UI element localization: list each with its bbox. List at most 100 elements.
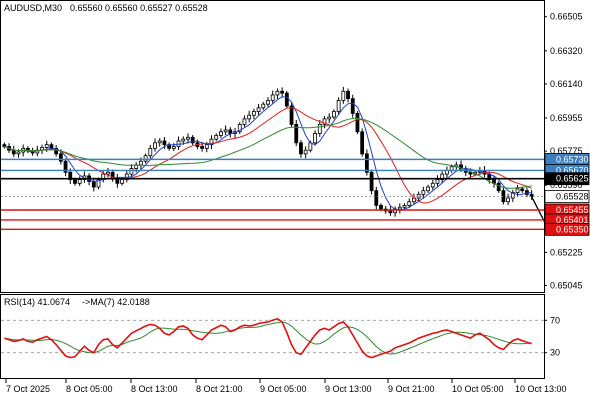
price-panel-frame bbox=[0, 0, 545, 293]
candle-body-65 bbox=[308, 142, 313, 151]
price-axis: 0.66505 0.66320 0.66140 0.65955 0.65775 0.655… bbox=[544, 12, 583, 290]
candle-body-85 bbox=[402, 205, 407, 208]
candle-body-36 bbox=[171, 146, 176, 149]
candle-body-29 bbox=[138, 160, 143, 166]
price-tick-label-0: 0.66505 bbox=[550, 12, 583, 22]
price-tick-label-3: 0.65955 bbox=[550, 113, 583, 123]
candle-body-60 bbox=[284, 92, 289, 107]
candle-body-62 bbox=[294, 124, 299, 144]
candle-body-84 bbox=[397, 206, 402, 210]
candle-body-53 bbox=[251, 111, 256, 116]
rsi-series: 70 30 bbox=[1, 315, 560, 359]
candle-body-78 bbox=[369, 171, 374, 192]
price-series bbox=[2, 86, 551, 233]
candle-body-79 bbox=[374, 190, 379, 206]
candle-body-107 bbox=[506, 197, 511, 203]
time-tick-label-0: 7 Oct 2025 bbox=[6, 384, 50, 394]
candle-body-90 bbox=[426, 186, 430, 192]
time-tick-label-5: 9 Oct 13:00 bbox=[325, 384, 372, 394]
rsi-line bbox=[4, 317, 532, 359]
price-tick-label-4: 0.65775 bbox=[550, 146, 583, 156]
price-tag-box-6 bbox=[544, 222, 590, 236]
rsi-label: RSI(14) 41.0674 bbox=[4, 297, 70, 307]
ma-fast-line bbox=[4, 96, 532, 211]
price-tick-label-2: 0.66140 bbox=[550, 79, 583, 89]
candle-body-19 bbox=[91, 181, 96, 188]
candle-body-70 bbox=[332, 111, 336, 118]
candle-body-45 bbox=[214, 135, 219, 140]
candle-body-105 bbox=[496, 182, 501, 192]
candle-body-3 bbox=[16, 151, 21, 155]
time-axis: 7 Oct 2025 8 Oct 05:00 8 Oct 13:00 8 Oct 21… bbox=[5, 379, 567, 394]
rsi-panel-frame bbox=[0, 294, 545, 379]
candle-body-50 bbox=[237, 124, 242, 133]
candle-body-32 bbox=[153, 142, 157, 149]
candle-body-0 bbox=[2, 144, 7, 147]
candle-body-22 bbox=[106, 171, 110, 175]
horizontal-levels bbox=[1, 158, 544, 231]
candle-body-69 bbox=[327, 116, 332, 120]
price-tick-label-7: 0.65045 bbox=[550, 280, 583, 290]
candle-body-9 bbox=[44, 144, 49, 148]
time-tick-label-3: 8 Oct 21:00 bbox=[196, 384, 243, 394]
candle-body-39 bbox=[186, 136, 190, 140]
candle-body-20 bbox=[96, 179, 101, 188]
candle-body-108 bbox=[510, 192, 515, 199]
price-tick-label-6: 0.65225 bbox=[550, 247, 583, 257]
candle-body-89 bbox=[421, 190, 426, 195]
candle-body-91 bbox=[430, 182, 435, 188]
candle-body-27 bbox=[129, 168, 134, 175]
price-tag-box-3 bbox=[544, 190, 590, 203]
candle-body-34 bbox=[162, 140, 167, 146]
candle-body-31 bbox=[148, 147, 153, 157]
rsi-tick-label-1: 30 bbox=[550, 348, 560, 358]
symbol-label: AUDUSD,M30 bbox=[4, 3, 62, 13]
candle-body-80 bbox=[379, 205, 383, 210]
price-tag-label-3: 0.65528 bbox=[556, 192, 589, 202]
candle-body-110 bbox=[520, 188, 525, 192]
time-tick-label-6: 9 Oct 21:00 bbox=[388, 384, 435, 394]
candle-body-66 bbox=[313, 133, 317, 144]
candle-body-33 bbox=[157, 140, 162, 144]
candle-body-52 bbox=[247, 114, 252, 120]
candle-body-55 bbox=[261, 103, 266, 109]
candle-body-38 bbox=[181, 138, 186, 142]
candle-body-42 bbox=[200, 146, 204, 149]
rsi-ma-line bbox=[4, 321, 532, 355]
candle-body-43 bbox=[204, 144, 209, 149]
price-tick-label-1: 0.66320 bbox=[550, 46, 583, 56]
time-tick-label-2: 8 Oct 13:00 bbox=[131, 384, 178, 394]
ma-slow-line bbox=[4, 117, 532, 189]
candle-body-30 bbox=[143, 155, 148, 162]
price-tick-label-5: 0.65590 bbox=[550, 180, 583, 190]
candle-body-109 bbox=[515, 188, 520, 193]
candle-body-86 bbox=[407, 201, 412, 206]
candle-body-76 bbox=[360, 131, 365, 155]
candle-body-73 bbox=[346, 90, 350, 100]
price-tag-label-5: 0.65401 bbox=[556, 215, 589, 225]
candle-body-54 bbox=[256, 107, 261, 112]
candle-body-93 bbox=[440, 173, 445, 181]
candle-body-77 bbox=[364, 153, 369, 173]
candle-body-46 bbox=[219, 131, 223, 136]
candle-body-13 bbox=[63, 160, 68, 173]
candle-body-67 bbox=[317, 124, 322, 135]
price-tag-label-2: 0.65625 bbox=[556, 174, 589, 184]
rsi-ma-label: ->MA(7) 42.0188 bbox=[82, 297, 150, 307]
candle-body-63 bbox=[299, 142, 303, 155]
price-tag-box-2 bbox=[544, 172, 590, 186]
candle-body-16 bbox=[77, 179, 82, 184]
candle-body-75 bbox=[355, 112, 360, 133]
candle-body-72 bbox=[341, 90, 346, 101]
candle-body-99 bbox=[468, 171, 473, 175]
candle-body-11 bbox=[54, 147, 59, 155]
candle-body-40 bbox=[190, 136, 195, 144]
candle-body-57 bbox=[270, 94, 275, 101]
rsi-tick-label-0: 70 bbox=[550, 315, 560, 325]
time-tick-label-1: 8 Oct 05:00 bbox=[66, 384, 113, 394]
price-tag-label-6: 0.65350 bbox=[556, 224, 589, 234]
price-tag-label-0: 0.65730 bbox=[556, 154, 589, 164]
candle-body-71 bbox=[336, 100, 341, 112]
candle-body-14 bbox=[68, 171, 73, 181]
